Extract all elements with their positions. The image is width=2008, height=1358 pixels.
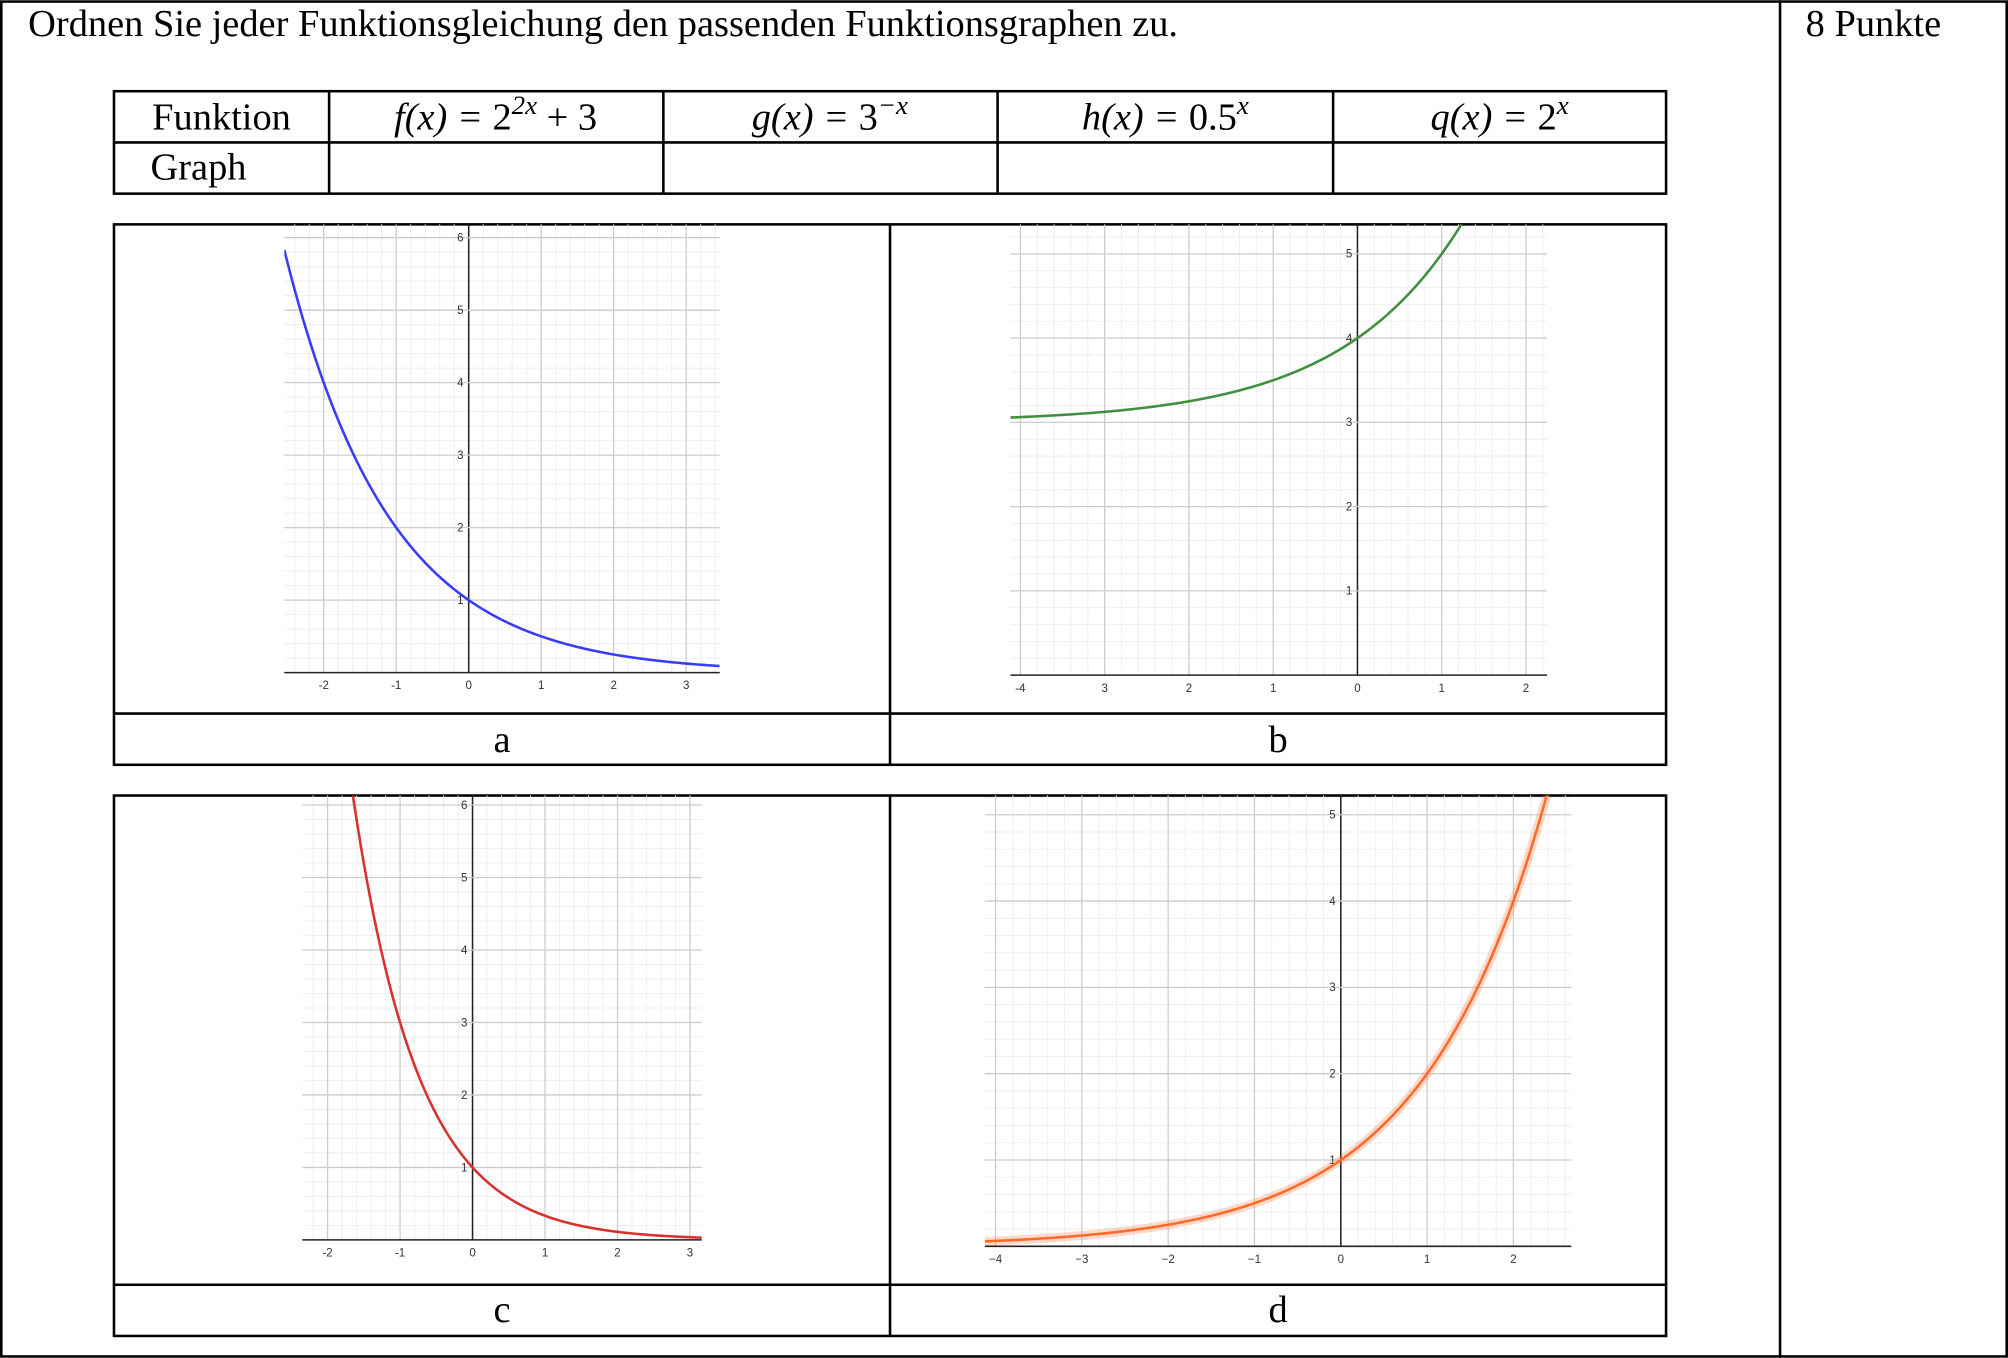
function-exponent: x	[1236, 90, 1249, 120]
function-base: 2	[1538, 97, 1557, 139]
graph: -2 -1 0 1 2 3 1 2 3 4 5 6	[302, 795, 702, 1260]
graph-label: b	[1268, 719, 1287, 761]
function-equation: g(x) = 3−x	[752, 90, 908, 138]
y-tick-label: 1	[457, 595, 463, 607]
curve	[984, 795, 1548, 1243]
function-tail: + 3	[537, 97, 597, 139]
x-tick-label: 1	[542, 1248, 548, 1260]
assignment-table: Funktion Graph	[112, 89, 1668, 195]
y-tick-label: 2	[457, 522, 463, 534]
x-tick-label: −1	[1248, 1254, 1261, 1266]
graph-label: d	[1268, 1289, 1287, 1331]
x-tick-label: 2	[1523, 683, 1529, 695]
x-tick-label: −4	[989, 1254, 1003, 1266]
x-tick-label: -2	[319, 680, 329, 692]
x-tick-label: 0	[466, 680, 472, 692]
y-tick-label: 3	[461, 1017, 467, 1029]
y-tick-label: 2	[461, 1090, 467, 1102]
x-tick-label: 3	[687, 1248, 693, 1260]
x-tick-label: 2	[1186, 683, 1192, 695]
instruction: Ordnen Sie jeder Funktionsgleichung den …	[28, 3, 1178, 45]
x-tick-label: -2	[322, 1248, 332, 1260]
y-tick-label: 6	[461, 800, 467, 812]
curve	[351, 795, 702, 1239]
y-tick-label: 1	[461, 1162, 467, 1174]
function-base: 0.5	[1189, 97, 1237, 139]
function-exponent: 2x	[512, 90, 537, 120]
x-tick-label: 3	[1101, 683, 1107, 695]
y-tick-label: 4	[1329, 896, 1336, 908]
x-tick-label: -1	[391, 680, 401, 692]
x-tick-label: 0	[1354, 683, 1360, 695]
x-tick-label: 2	[610, 680, 616, 692]
function-exponent: −x	[878, 90, 908, 120]
y-tick-label: 4	[1346, 333, 1353, 345]
y-tick-label: 2	[1329, 1069, 1335, 1081]
x-tick-label: -1	[395, 1248, 405, 1260]
function-lhs: q(x) =	[1431, 97, 1538, 139]
y-tick-label: 5	[1329, 810, 1335, 822]
function-lhs: h(x) =	[1082, 97, 1189, 139]
y-tick-label: 5	[461, 872, 467, 884]
y-tick-label: 1	[1346, 586, 1352, 598]
x-tick-label: −3	[1075, 1254, 1088, 1266]
x-tick-label: 1	[538, 680, 544, 692]
function-equation: q(x) = 2x	[1431, 90, 1569, 138]
graph-grid-bottom	[112, 794, 1668, 1338]
x-tick-label: 1	[1439, 683, 1445, 695]
x-tick-label: 1	[1424, 1254, 1430, 1266]
points: 8 Punkte	[1806, 3, 1942, 45]
graph: −4 −3 −2 −1 0 1 2 1 2 3 4 5	[984, 795, 1572, 1266]
y-tick-label: 5	[457, 305, 463, 317]
curve	[1010, 224, 1463, 419]
function-exponent: x	[1556, 90, 1569, 120]
y-tick-label: 3	[1329, 982, 1335, 994]
function-base: 2	[492, 97, 511, 139]
x-tick-label: 2	[1510, 1254, 1516, 1266]
y-tick-label: 6	[457, 233, 463, 245]
x-tick-label: -4	[1015, 683, 1026, 695]
x-tick-label: 3	[683, 680, 689, 692]
y-tick-label: 5	[1346, 249, 1352, 261]
x-tick-label: 1	[1270, 683, 1276, 695]
graph: -4 3 2 1 0 1 2 1 2 3 4 5	[1010, 224, 1547, 695]
y-tick-label: 4	[457, 378, 464, 390]
x-tick-label: 2	[614, 1248, 620, 1260]
graph-grid-top	[112, 223, 1668, 767]
graph: -2 -1 0 1 2 3 1 2 3 4 5 6	[284, 224, 720, 692]
function-equation: f(x) = 22x + 3	[394, 90, 597, 138]
function-lhs: g(x) =	[752, 97, 859, 139]
function-base: 3	[859, 97, 878, 139]
y-tick-label: 3	[1346, 417, 1352, 429]
y-tick-label: 3	[457, 450, 463, 462]
graph-label: a	[493, 719, 510, 761]
header-label: Funktion	[152, 97, 291, 139]
x-tick-label: 0	[469, 1248, 475, 1260]
y-tick-label: 1	[1329, 1155, 1335, 1167]
y-tick-label: 4	[461, 945, 468, 957]
curve	[284, 249, 720, 668]
x-tick-label: 0	[1338, 1254, 1344, 1266]
y-tick-label: 2	[1346, 501, 1352, 513]
function-equation: h(x) = 0.5x	[1082, 90, 1249, 138]
function-lhs: f(x) =	[394, 97, 492, 139]
x-tick-label: −2	[1162, 1254, 1175, 1266]
row-label: Graph	[151, 147, 247, 189]
graph-label: c	[493, 1289, 510, 1331]
